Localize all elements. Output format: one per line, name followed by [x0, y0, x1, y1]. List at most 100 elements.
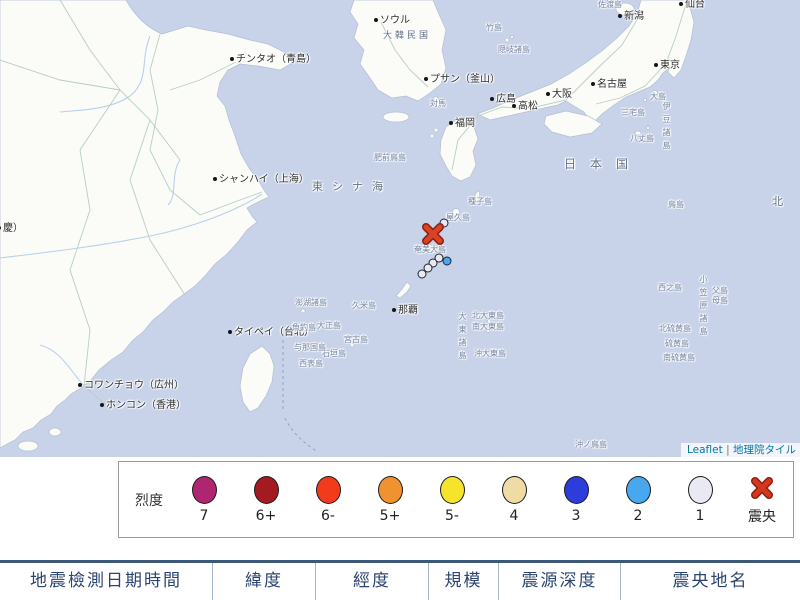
legend-item-label: 6-: [321, 507, 335, 524]
map-label: 日本国: [564, 157, 643, 171]
legend-epicenter-label: 震央: [748, 508, 776, 525]
intensity-3-swatch: [563, 475, 589, 504]
intensity-6minus-swatch: [315, 475, 341, 504]
map-label: 肥前鳥島: [374, 153, 406, 162]
map-label: 名古屋: [591, 80, 627, 90]
column-header-location: 震央地名: [620, 563, 800, 600]
map-label: 竹島: [486, 23, 502, 32]
road-layer: [0, 0, 687, 407]
map-label: 北硫黄島: [659, 324, 691, 333]
column-header-magnitude: 規模: [428, 563, 498, 600]
map-label: 大韓民国: [383, 31, 432, 41]
map-label: 大阪: [546, 90, 572, 100]
map-label: ホンコン（香港）: [100, 401, 186, 411]
map-label: シャンハイ（上海）: [213, 175, 309, 185]
map-label: 三宅島: [621, 108, 645, 117]
map-label: 小笠原諸島: [699, 275, 708, 340]
intensity-5minus-swatch: [439, 475, 465, 504]
map-label: 東シナ海: [312, 180, 392, 193]
intensity-marker-1: [439, 218, 449, 228]
map-label: 沖大東島: [474, 349, 506, 358]
legend-item: 7: [173, 475, 235, 524]
map-label: 南硫黄島: [663, 353, 695, 362]
map-label: チンタオ（青島）: [230, 55, 316, 65]
map-label: 伊豆諸島: [662, 102, 671, 154]
map-label: 沖ノ鳥島: [575, 440, 607, 449]
boundary-layer: [282, 334, 319, 453]
column-header-longitude: 經度: [315, 563, 428, 600]
map-label: 仙台: [679, 0, 705, 10]
map-label: ソウル: [374, 16, 410, 26]
map-label: 澎湖諸島: [295, 298, 327, 307]
leaflet-link[interactable]: Leaflet: [687, 444, 723, 456]
legend-item-label: 2: [633, 507, 643, 524]
legend-item-label: 5-: [445, 507, 459, 524]
legend-item: 1: [669, 475, 731, 524]
map-label: 北大東島: [472, 311, 504, 320]
epicenter-marker: [422, 223, 444, 245]
map-label: 南大東島: [472, 322, 504, 331]
column-header-depth: 震源深度: [498, 563, 620, 600]
legend-item-label: 1: [695, 507, 705, 524]
map-label: 対馬: [430, 99, 446, 108]
gsi-tiles-link[interactable]: 地理院タイル: [733, 444, 796, 456]
legend-item: 6+: [235, 475, 297, 524]
legend-item-label: 4: [509, 507, 519, 524]
map-label: 北: [772, 195, 783, 208]
map-label: 福岡: [449, 119, 475, 129]
map-label: タイペイ（台北）: [228, 328, 314, 338]
intensity-marker-2: [442, 256, 452, 266]
map-attribution: Leaflet | 地理院タイル: [681, 443, 800, 457]
epicenter-x-icon: [750, 474, 775, 502]
legend-item-epicenter: 震央: [731, 474, 793, 526]
intensity-2-swatch: [625, 475, 651, 504]
map-label: 大島: [650, 92, 666, 101]
legend-item: 3: [545, 475, 607, 524]
intensity-marker-1: [434, 253, 444, 263]
map-label: 那覇: [392, 306, 418, 316]
intensity-marker-1: [417, 269, 427, 279]
legend-item: 5+: [359, 475, 421, 524]
legend-item: 4: [483, 475, 545, 524]
intensity-marker-1: [428, 258, 438, 268]
intensity-7-swatch: [191, 475, 217, 504]
intensity-legend: 烈度 7 6+ 6- 5+ 5- 4 3: [118, 461, 794, 538]
map-label: 西之島: [658, 283, 682, 292]
legend-item-label: 3: [571, 507, 581, 524]
map-label: 高松: [512, 102, 538, 112]
intensity-marker-1: [423, 263, 433, 273]
legend-title: 烈度: [135, 492, 163, 509]
map-base-layer: [0, 0, 720, 453]
map-label: 大東諸島: [458, 312, 467, 364]
map-label: 隠岐諸島: [498, 45, 530, 54]
map-label: 慶）: [0, 224, 23, 234]
map-label: 奄美大島: [414, 245, 446, 254]
map-label: 西表島: [299, 359, 323, 368]
legend-item-label: 5+: [379, 507, 401, 524]
map-label: 魚釣島: [292, 323, 316, 332]
map-label: 種子島: [468, 197, 492, 206]
leaflet-map[interactable]: ソウルチンタオ（青島） シャンハイ（上海） プサン（釜山） 福岡 広島 高松 大阪 名古屋 東京…: [0, 0, 800, 457]
map-label: 父島: [712, 286, 728, 295]
attribution-separator: |: [726, 444, 730, 456]
map-label: 東京: [654, 61, 680, 71]
column-header-datetime: 地震檢測日期時間: [30, 571, 182, 591]
map-label: 佐渡島: [598, 0, 622, 9]
column-header-latitude: 緯度: [212, 563, 315, 600]
quake-table-header: 地震檢測日期時間 緯度 經度 規模 震源深度 震央地名: [0, 560, 800, 600]
map-label: 広島: [490, 95, 516, 105]
map-label: 石垣島: [322, 349, 346, 358]
map-label: 硫黄島: [665, 339, 689, 348]
map-label: プサン（釜山）: [424, 75, 500, 85]
map-label: 鳥島: [668, 200, 684, 209]
map-label: 与那国島: [294, 343, 326, 352]
map-label: コワンチョウ（広州）: [78, 381, 184, 391]
map-label: 大正島: [317, 321, 341, 330]
intensity-1-swatch: [687, 475, 713, 504]
intensity-6plus-swatch: [253, 475, 279, 504]
legend-item-label: 7: [199, 507, 209, 524]
map-label: 八丈島: [630, 134, 654, 143]
map-label: 屋久島: [446, 213, 470, 222]
map-label: 久米島: [352, 301, 376, 310]
